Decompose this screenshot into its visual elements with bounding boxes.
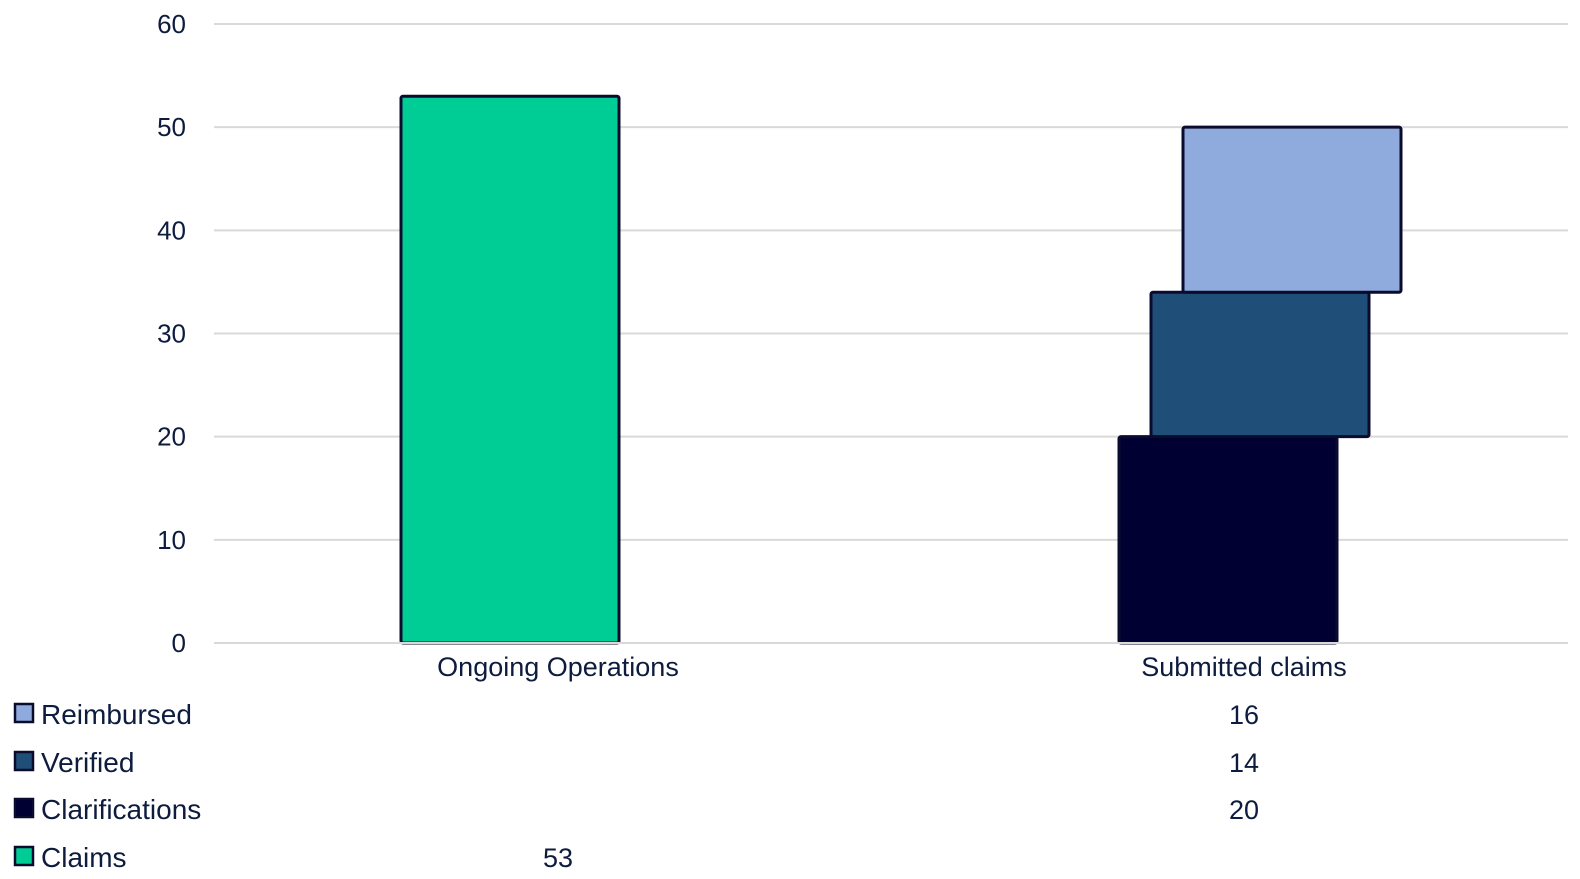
data-table-legend: Reimbursed 16 Verified 14 Clarifications 20 Cl… xyxy=(13,699,1259,873)
y-tick-label: 40 xyxy=(157,215,186,245)
bar-verified xyxy=(1149,290,1371,439)
bars xyxy=(399,94,1403,645)
y-tick-label: 60 xyxy=(157,9,186,39)
x-category-label: Ongoing Operations xyxy=(437,652,679,682)
y-axis-tick-labels: 0 10 20 30 40 50 60 xyxy=(157,9,186,658)
legend-label: Clarifications xyxy=(41,794,201,825)
bar-reimbursed xyxy=(1181,125,1403,294)
legend-swatch-claims xyxy=(13,845,35,867)
y-tick-label: 50 xyxy=(157,112,186,142)
y-tick-label: 30 xyxy=(157,319,186,349)
y-tick-label: 20 xyxy=(157,422,186,452)
bar-claims xyxy=(399,94,621,645)
table-value: 16 xyxy=(1229,700,1259,730)
legend-label: Verified xyxy=(41,747,134,778)
legend-swatch-reimbursed xyxy=(13,702,35,724)
x-category-label: Submitted claims xyxy=(1141,652,1347,682)
x-axis-category-labels: Ongoing Operations Submitted claims xyxy=(214,642,1568,682)
legend-swatch-clarifications xyxy=(13,797,35,819)
bar-clarifications xyxy=(1117,435,1339,645)
table-value: 14 xyxy=(1229,748,1259,778)
legend-label: Reimbursed xyxy=(41,699,192,730)
legend-label: Claims xyxy=(41,842,127,873)
y-tick-label: 10 xyxy=(157,525,186,555)
y-tick-label: 0 xyxy=(172,628,186,658)
table-value: 20 xyxy=(1229,795,1259,825)
table-value: 53 xyxy=(543,843,573,873)
legend-swatch-verified xyxy=(13,750,35,772)
